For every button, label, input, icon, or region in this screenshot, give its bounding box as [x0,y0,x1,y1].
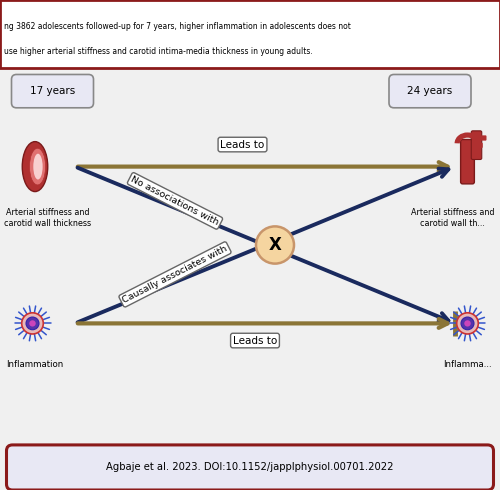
FancyBboxPatch shape [472,131,482,160]
Text: No associations with: No associations with [130,175,220,227]
FancyBboxPatch shape [460,140,474,184]
Circle shape [456,313,478,334]
Ellipse shape [30,148,46,185]
Text: 24 years: 24 years [408,86,453,96]
Text: 17 years: 17 years [30,86,75,96]
Ellipse shape [34,154,42,179]
Circle shape [461,317,474,330]
Circle shape [256,226,294,264]
Text: Inflammation: Inflammation [6,360,64,369]
FancyBboxPatch shape [389,74,471,108]
Text: Arterial stiffness and
carotid wall thickness: Arterial stiffness and carotid wall thic… [4,208,91,228]
Circle shape [22,313,44,334]
Ellipse shape [22,142,48,192]
Text: X: X [268,236,281,254]
FancyBboxPatch shape [0,0,500,68]
FancyBboxPatch shape [473,135,486,141]
Text: ng 3862 adolescents followed-up for 7 years, higher inflammation in adolescents : ng 3862 adolescents followed-up for 7 ye… [4,23,351,31]
FancyBboxPatch shape [12,74,94,108]
Text: Arterial stiffness and
carotid wall th...: Arterial stiffness and carotid wall th..… [411,208,494,228]
FancyBboxPatch shape [6,445,494,490]
Text: Causally associates with: Causally associates with [121,244,229,305]
Text: Leads to: Leads to [233,336,277,345]
Text: Agbaje et al. 2023. DOI:10.1152/japplphysiol.00701.2022: Agbaje et al. 2023. DOI:10.1152/japplphy… [106,463,394,472]
Circle shape [464,320,470,326]
FancyBboxPatch shape [473,143,482,148]
Text: use higher arterial stiffness and carotid intima-media thickness in young adults: use higher arterial stiffness and caroti… [4,47,313,56]
Circle shape [30,320,36,326]
Circle shape [26,317,39,330]
Text: Inflamma...: Inflamma... [443,360,492,369]
Text: Leads to: Leads to [220,140,264,149]
